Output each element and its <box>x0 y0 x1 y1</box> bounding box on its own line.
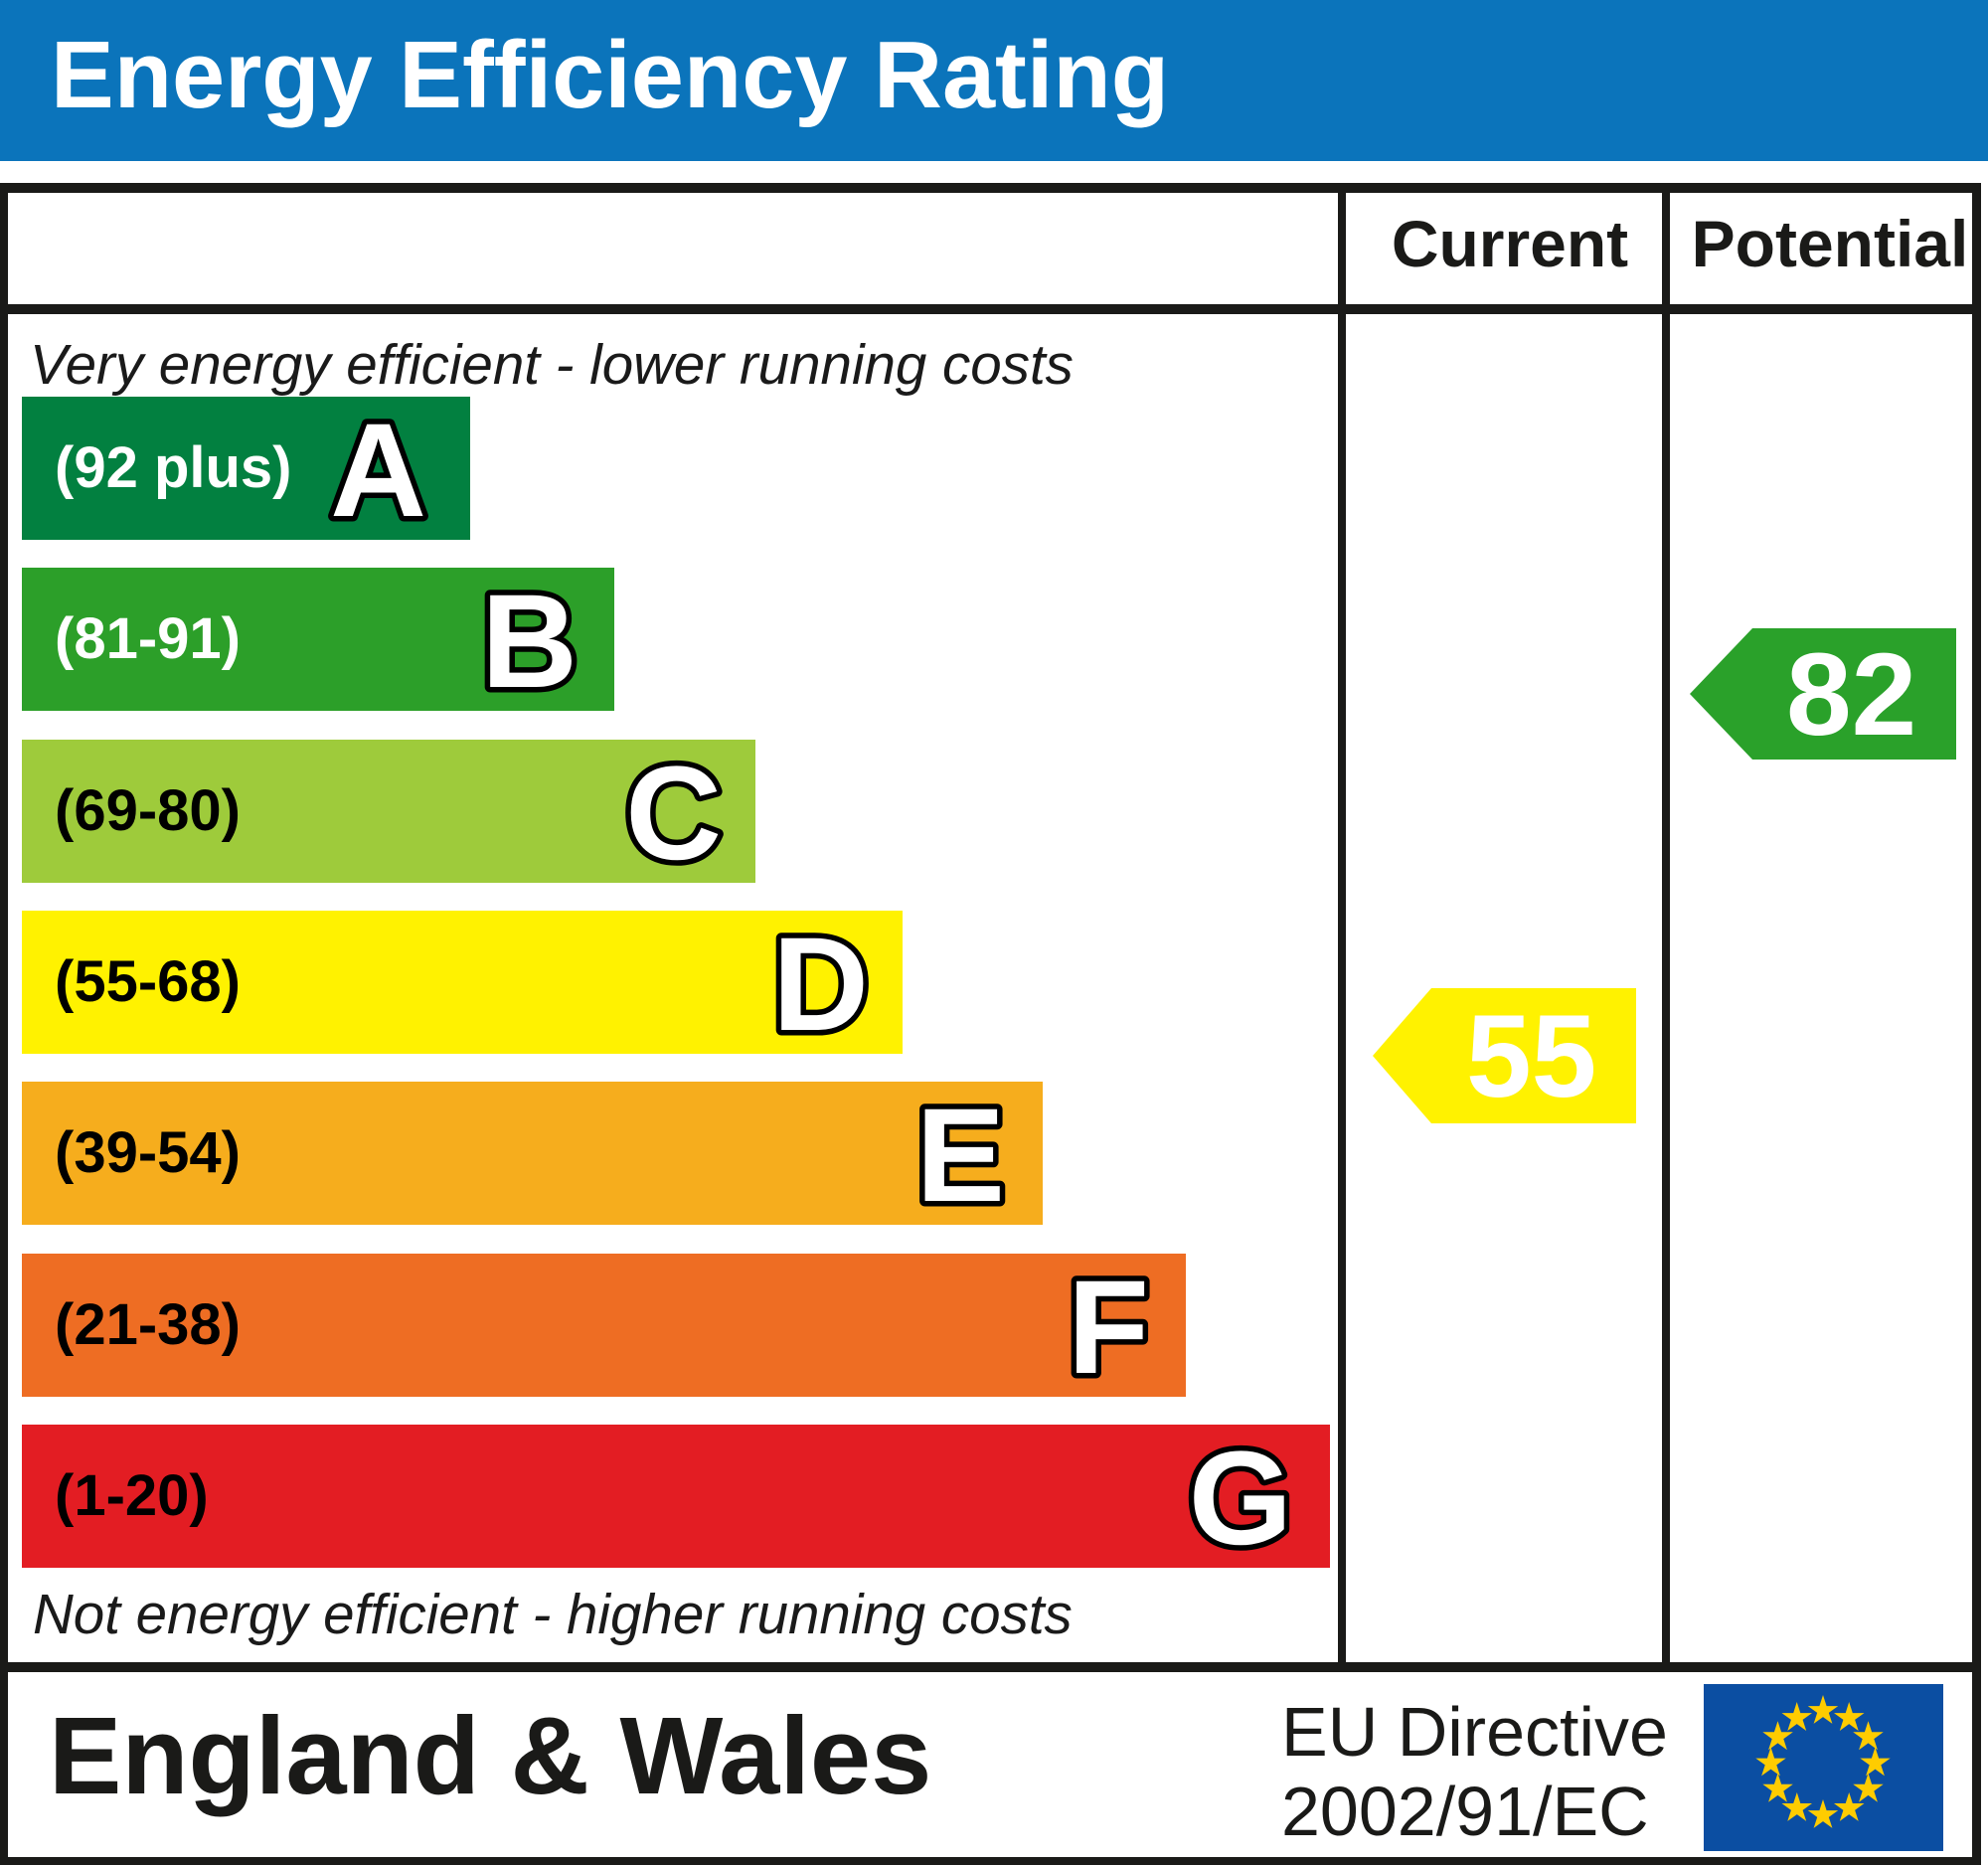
svg-text:D: D <box>772 911 869 1059</box>
svg-text:F: F <box>1068 1254 1149 1402</box>
svg-text:G: G <box>1189 1425 1292 1573</box>
svg-text:C: C <box>625 740 722 888</box>
svg-text:A: A <box>330 397 426 545</box>
svg-text:B: B <box>481 568 578 716</box>
svg-text:E: E <box>916 1082 1005 1230</box>
